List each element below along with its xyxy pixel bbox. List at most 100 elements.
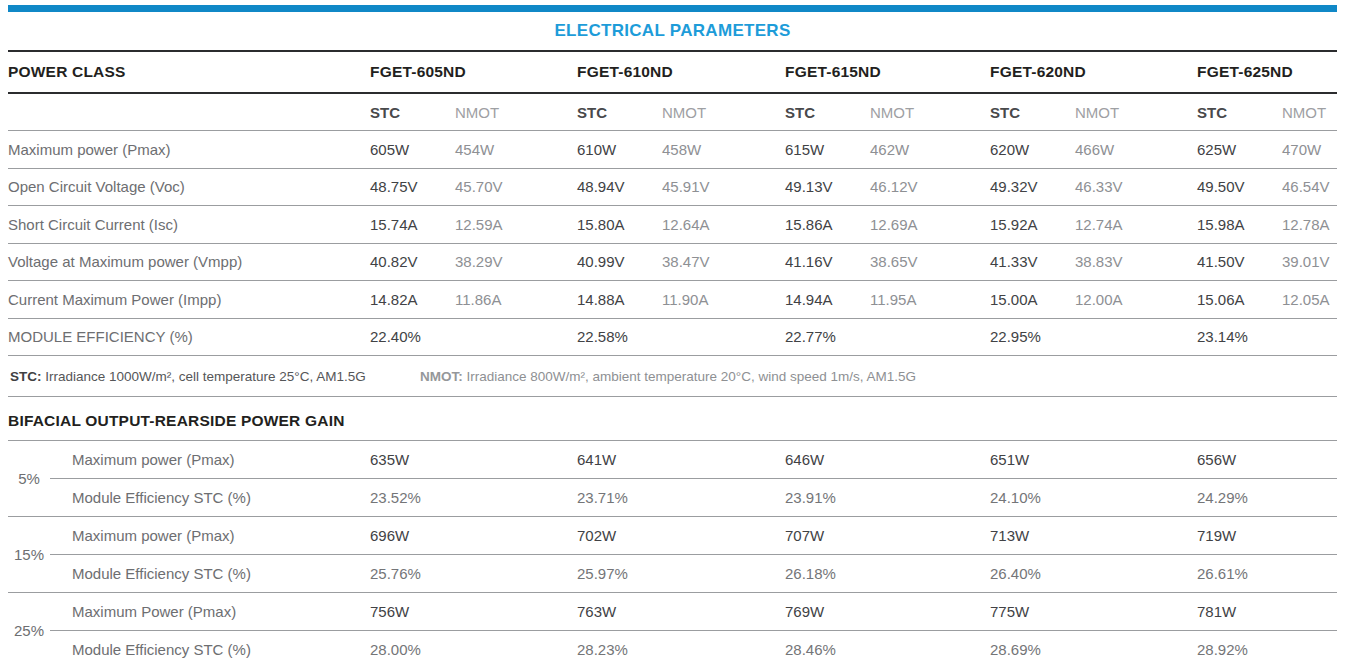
stc-header: STC — [990, 104, 1075, 121]
value-nmot: 12.74A — [1075, 216, 1197, 233]
row-label: Maximum Power (Pmax) — [50, 603, 370, 620]
value-stc: 41.16V — [785, 253, 870, 270]
row-label: MODULE EFFICIENCY (%) — [8, 328, 370, 345]
value-stc: 625W — [1197, 141, 1282, 158]
stc-header: STC — [785, 104, 870, 121]
page-title: ELECTRICAL PARAMETERS — [554, 21, 790, 41]
gain-label: 15% — [8, 517, 50, 592]
value-stc: 15.98A — [1197, 216, 1282, 233]
value-efficiency: 24.10% — [990, 489, 1197, 506]
stc-footnote: STC: Irradiance 1000W/m², cell temperatu… — [10, 369, 420, 384]
value-pmax: 763W — [577, 603, 785, 620]
value-pmax: 696W — [370, 527, 577, 544]
stc-footnote-label: STC: — [10, 369, 42, 384]
value-pmax: 719W — [1197, 527, 1337, 544]
value-pmax: 651W — [990, 451, 1197, 468]
nmot-header: NMOT — [870, 104, 990, 121]
value-stc: 40.99V — [577, 253, 662, 270]
table-container: ELECTRICAL PARAMETERS POWER CLASS FGET-6… — [8, 5, 1337, 665]
row-label: Module Efficiency STC (%) — [50, 565, 370, 582]
model-header-fget-620nd: FGET-620ND — [990, 63, 1197, 81]
value-pmax: 756W — [370, 603, 577, 620]
value-stc: 14.88A — [577, 291, 662, 308]
value-efficiency: 26.18% — [785, 565, 990, 582]
row-label: Module Efficiency STC (%) — [50, 641, 370, 658]
table-row-isc: Short Circuit Current (Isc) 15.74A 12.59… — [8, 206, 1337, 244]
value-efficiency: 28.69% — [990, 641, 1197, 658]
table-row-voc: Open Circuit Voltage (Voc) 48.75V 45.70V… — [8, 169, 1337, 207]
value-nmot: 46.33V — [1075, 178, 1197, 195]
row-label: Open Circuit Voltage (Voc) — [8, 178, 370, 195]
value-stc: 15.86A — [785, 216, 870, 233]
value-pmax: 635W — [370, 451, 577, 468]
table-row-pmax: Maximum power (Pmax) 605W 454W 610W 458W… — [8, 131, 1337, 169]
bifacial-group-rows: Maximum Power (Pmax) 756W 763W 769W 775W… — [50, 593, 1337, 665]
value-stc: 15.74A — [370, 216, 455, 233]
value-nmot: 12.00A — [1075, 291, 1197, 308]
value-stc: 15.06A — [1197, 291, 1282, 308]
value-stc: 15.92A — [990, 216, 1075, 233]
value-nmot: 46.54V — [1282, 178, 1337, 195]
model-header-fget-625nd: FGET-625ND — [1197, 63, 1337, 81]
accent-bar — [8, 5, 1337, 12]
value-efficiency: 26.40% — [990, 565, 1197, 582]
row-label: Maximum power (Pmax) — [8, 141, 370, 158]
condition-header-row: STC NMOT STC NMOT STC NMOT STC NMOT STC … — [8, 94, 1337, 131]
bifacial-heading: BIFACIAL OUTPUT-REARSIDE POWER GAIN — [8, 412, 345, 430]
value-efficiency: 25.97% — [577, 565, 785, 582]
stc-header: STC — [577, 104, 662, 121]
row-label: Current Maximum Power (Impp) — [8, 291, 370, 308]
nmot-footnote-label: NMOT: — [420, 369, 463, 384]
value-nmot: 458W — [662, 141, 785, 158]
value-nmot: 39.01V — [1282, 253, 1337, 270]
row-label: Maximum power (Pmax) — [50, 527, 370, 544]
value-nmot: 470W — [1282, 141, 1337, 158]
power-class-header: POWER CLASS — [8, 63, 370, 81]
stc-header: STC — [370, 104, 455, 121]
footnote-row: STC: Irradiance 1000W/m², cell temperatu… — [8, 356, 1337, 397]
bifacial-row-pmax: Maximum power (Pmax) 635W 641W 646W 651W… — [50, 441, 1337, 479]
value-efficiency: 23.91% — [785, 489, 990, 506]
value-stc: 40.82V — [370, 253, 455, 270]
value-pmax: 641W — [577, 451, 785, 468]
value-stc: 22.40% — [370, 328, 455, 345]
gain-label: 5% — [8, 441, 50, 516]
stc-footnote-text: Irradiance 1000W/m², cell temperature 25… — [42, 369, 366, 384]
bifacial-group-rows: Maximum power (Pmax) 635W 641W 646W 651W… — [50, 441, 1337, 516]
bifacial-row-efficiency: Module Efficiency STC (%) 23.52% 23.71% … — [50, 479, 1337, 517]
bifacial-row-efficiency: Module Efficiency STC (%) 28.00% 28.23% … — [50, 631, 1337, 665]
value-nmot: 11.86A — [455, 291, 577, 308]
nmot-header: NMOT — [1075, 104, 1197, 121]
bifacial-group-rows: Maximum power (Pmax) 696W 702W 707W 713W… — [50, 517, 1337, 592]
value-efficiency: 28.23% — [577, 641, 785, 658]
value-nmot: 12.05A — [1282, 291, 1337, 308]
gain-label: 25% — [8, 593, 50, 665]
value-efficiency: 25.76% — [370, 565, 577, 582]
bifacial-row-pmax: Maximum power (Pmax) 696W 702W 707W 713W… — [50, 517, 1337, 555]
value-stc: 22.95% — [990, 328, 1075, 345]
model-header-fget-610nd: FGET-610ND — [577, 63, 785, 81]
table-row-impp: Current Maximum Power (Impp) 14.82A 11.8… — [8, 281, 1337, 319]
value-pmax: 707W — [785, 527, 990, 544]
value-efficiency: 28.92% — [1197, 641, 1337, 658]
value-pmax: 646W — [785, 451, 990, 468]
bifacial-section-header: BIFACIAL OUTPUT-REARSIDE POWER GAIN — [8, 397, 1337, 441]
value-nmot: 12.64A — [662, 216, 785, 233]
bifacial-group-5pct: 5% Maximum power (Pmax) 635W 641W 646W 6… — [8, 441, 1337, 517]
value-stc: 41.33V — [990, 253, 1075, 270]
value-pmax: 713W — [990, 527, 1197, 544]
value-stc: 615W — [785, 141, 870, 158]
row-label: Maximum power (Pmax) — [50, 451, 370, 468]
row-label: Short Circuit Current (Isc) — [8, 216, 370, 233]
value-efficiency: 26.61% — [1197, 565, 1337, 582]
value-nmot: 462W — [870, 141, 990, 158]
model-header-fget-615nd: FGET-615ND — [785, 63, 990, 81]
value-nmot: 45.70V — [455, 178, 577, 195]
value-stc: 15.00A — [990, 291, 1075, 308]
value-pmax: 702W — [577, 527, 785, 544]
value-nmot: 11.90A — [662, 291, 785, 308]
table-row-vmpp: Voltage at Maximum power (Vmpp) 40.82V 3… — [8, 244, 1337, 282]
value-stc: 49.32V — [990, 178, 1075, 195]
nmot-footnote-text: Irradiance 800W/m², ambient temperature … — [463, 369, 916, 384]
value-nmot: 45.91V — [662, 178, 785, 195]
